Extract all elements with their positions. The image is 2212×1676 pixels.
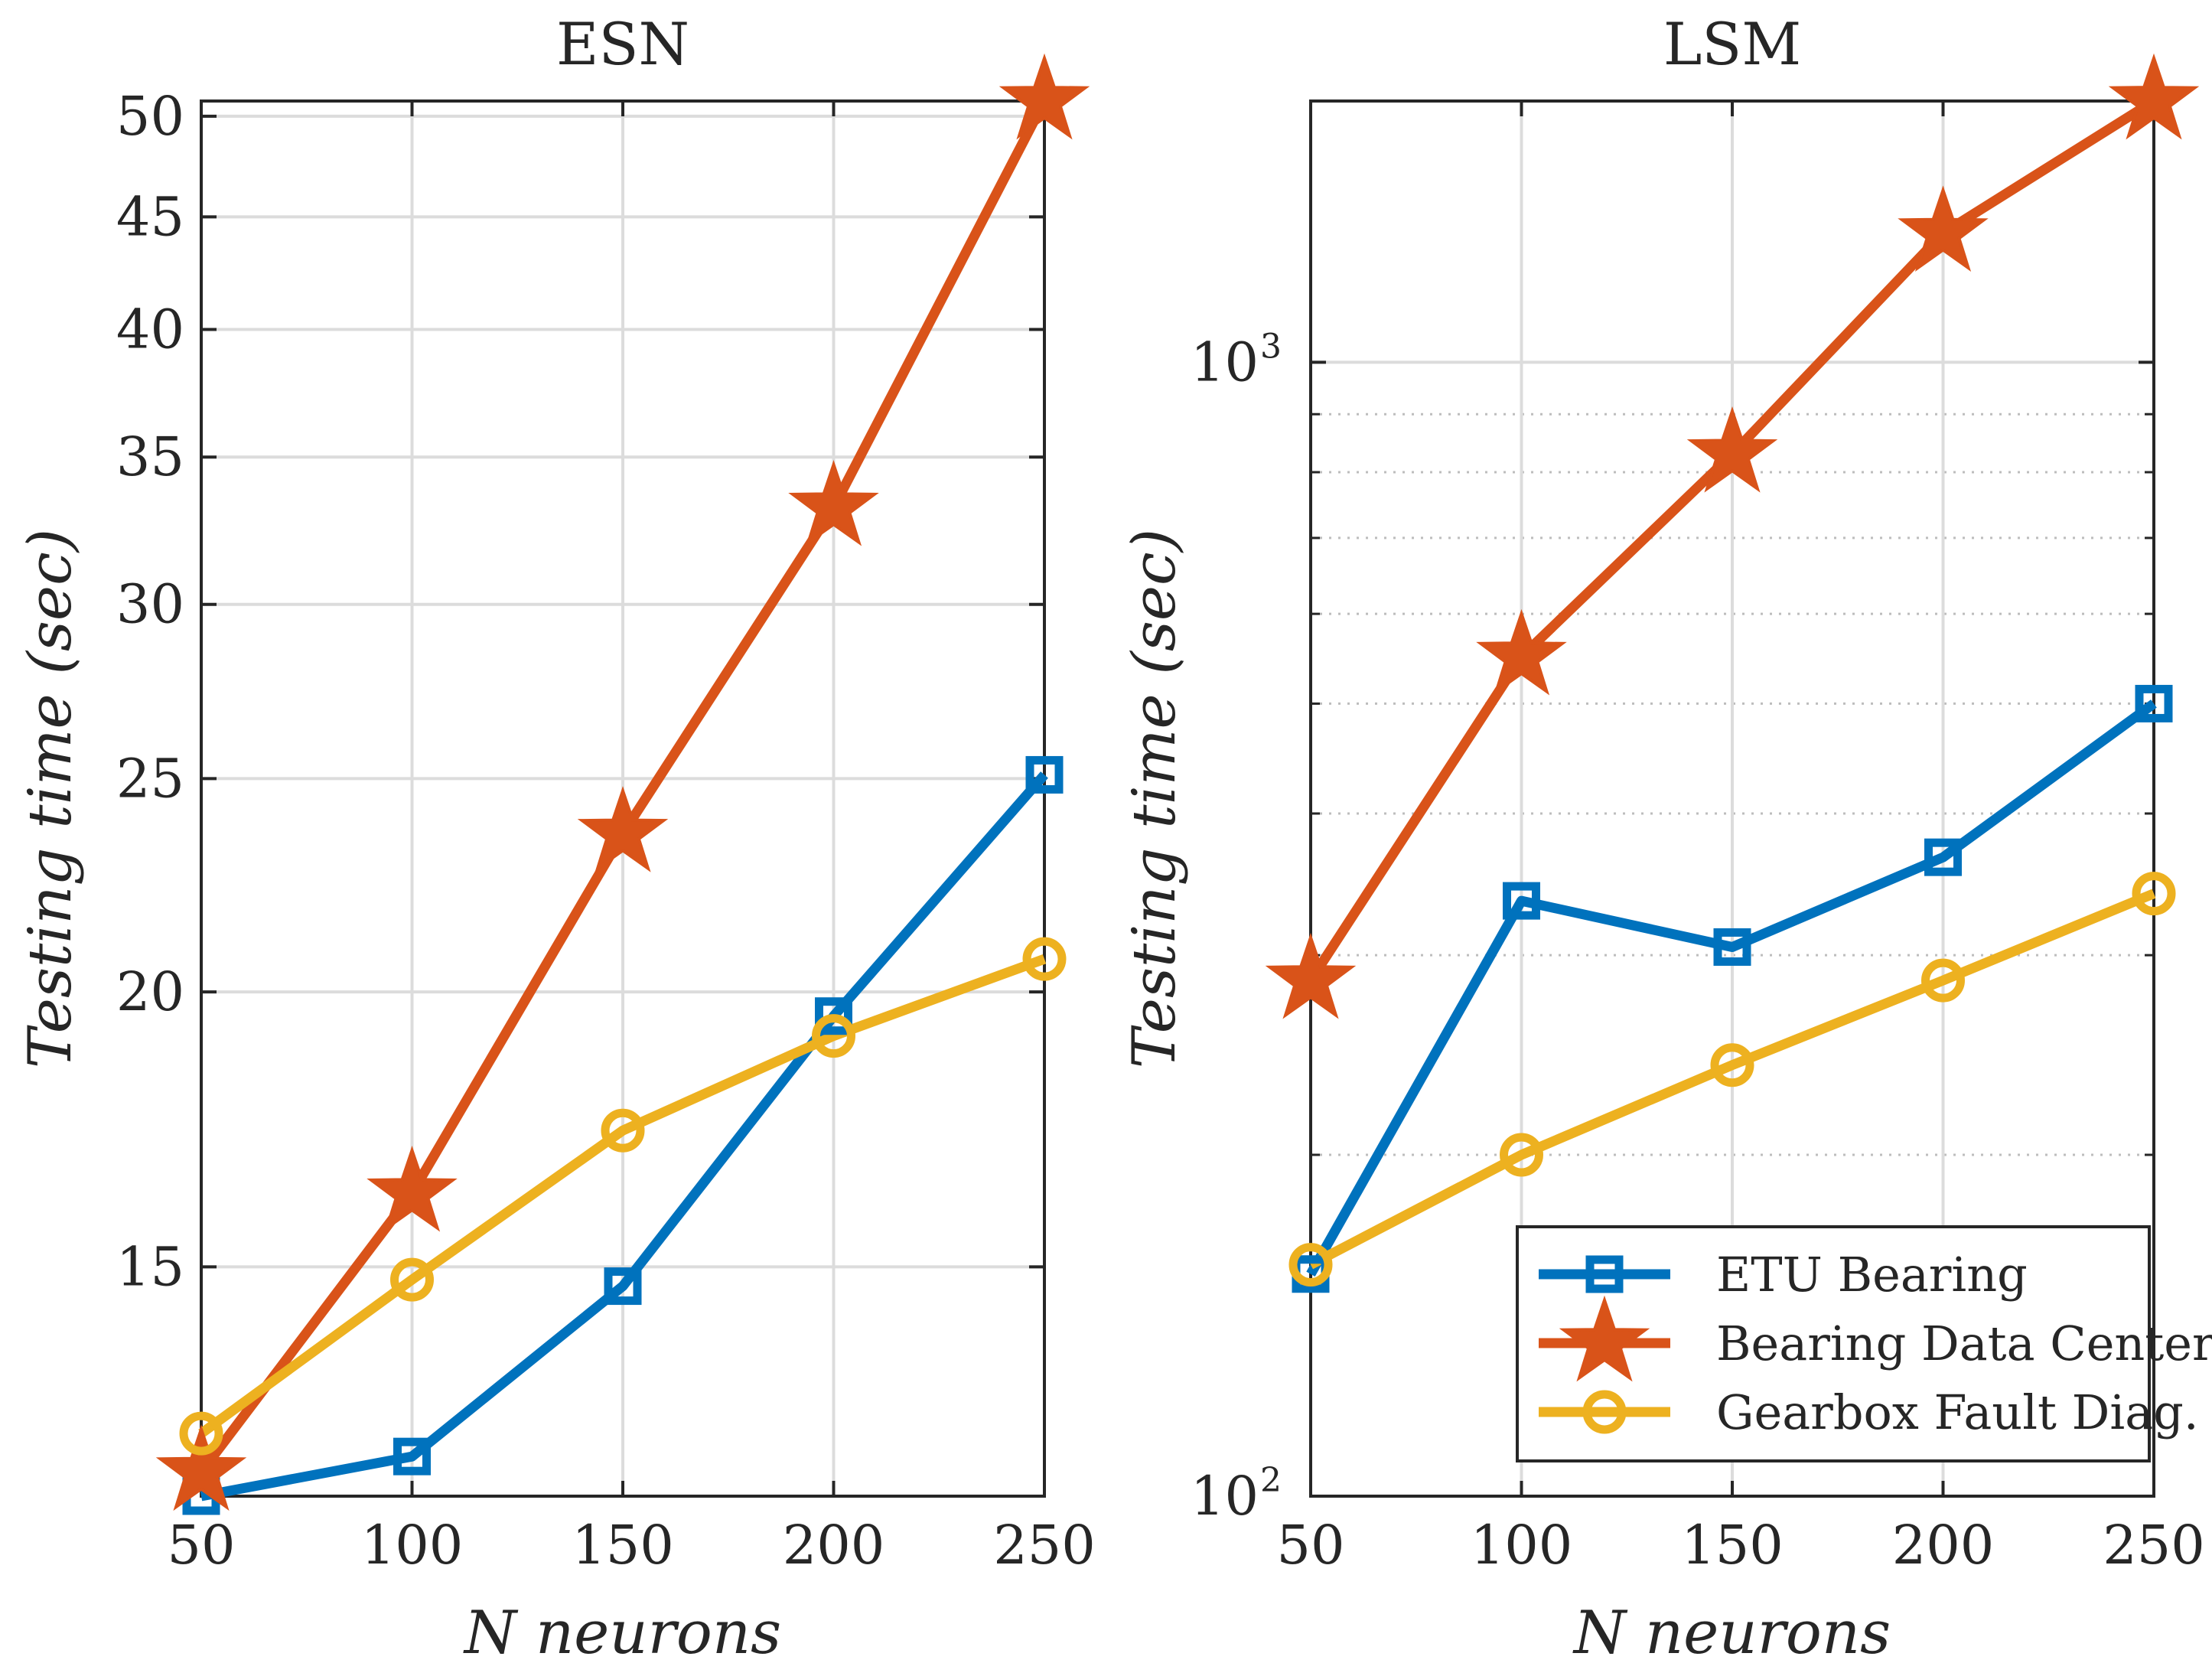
esn-point-etu-bearing bbox=[604, 1267, 642, 1306]
lsm-y-tick-label: 10 bbox=[1191, 331, 1259, 393]
lsm-y-tick-label: 10 bbox=[1191, 1465, 1259, 1528]
legend: ETU Bearing Bearing Data Center Gearbox Fa… bbox=[1516, 1225, 2212, 1462]
esn-point-etu-bearing bbox=[815, 997, 852, 1035]
esn-y-tick-label: 30 bbox=[116, 573, 184, 636]
esn-axes-box bbox=[200, 99, 1046, 1498]
esn-title: ESN bbox=[556, 10, 689, 78]
esn-point-etu-bearing bbox=[393, 1437, 431, 1475]
esn-y-tick-label: 50 bbox=[116, 85, 184, 148]
esn-x-tick-label: 100 bbox=[361, 1514, 464, 1577]
lsm-series-line-etu-bearing bbox=[1306, 699, 2157, 1277]
lsm-point-bearing-data-center bbox=[1476, 608, 1567, 696]
lsm-x-axis-label: N neurons bbox=[1572, 1599, 1891, 1668]
lsm-point-bearing-data-center bbox=[2108, 53, 2200, 140]
esn-point-gearbox-fault-diag bbox=[812, 1014, 855, 1058]
esn-point-etu-bearing bbox=[1025, 755, 1064, 794]
esn-y-tick-label: 40 bbox=[116, 298, 184, 360]
esn-point-bearing-data-center bbox=[366, 1145, 458, 1232]
esn-x-tick-label: 200 bbox=[783, 1514, 885, 1577]
legend-marker-gearbox-fault-diag bbox=[1582, 1390, 1627, 1434]
esn-y-tick-label: 20 bbox=[116, 960, 184, 1023]
lsm-point-etu-bearing bbox=[1924, 838, 1962, 876]
esn-point-bearing-data-center bbox=[998, 53, 1090, 140]
esn-x-tick-label: 250 bbox=[993, 1514, 1096, 1577]
lsm-point-bearing-data-center bbox=[1265, 932, 1357, 1019]
lsm-y-tick-exponent: 2 bbox=[1260, 1461, 1282, 1500]
lsm-point-gearbox-fault-diag bbox=[1500, 1133, 1543, 1177]
lsm-x-tick-label: 100 bbox=[1471, 1514, 1573, 1577]
lsm-point-gearbox-fault-diag bbox=[1710, 1043, 1754, 1087]
lsm-point-etu-bearing bbox=[2135, 684, 2173, 722]
lsm-point-bearing-data-center bbox=[1686, 406, 1778, 493]
esn-y-tick-label: 15 bbox=[116, 1235, 184, 1298]
esn-panel: 15 20 25 30 35 40 45 50 50 100 150 200 250 ESN N neuro… bbox=[16, 10, 1096, 1668]
legend-label-gearbox-fault-diag: Gearbox Fault Diag. bbox=[1716, 1384, 2199, 1440]
esn-series-line-gearbox-fault-diag bbox=[198, 954, 1047, 1438]
lsm-x-tick-label: 250 bbox=[2103, 1514, 2205, 1577]
lsm-y-tick-exponent: 3 bbox=[1260, 327, 1282, 366]
lsm-point-etu-bearing bbox=[1503, 882, 1540, 920]
lsm-x-tick-label: 150 bbox=[1681, 1514, 1784, 1577]
esn-point-bearing-data-center bbox=[577, 786, 669, 872]
lsm-point-gearbox-fault-diag bbox=[2132, 872, 2176, 916]
lsm-point-bearing-data-center bbox=[1898, 185, 1989, 272]
esn-series-line-etu-bearing bbox=[200, 771, 1048, 1502]
esn-point-gearbox-fault-diag bbox=[1022, 937, 1067, 981]
lsm-point-etu-bearing bbox=[1713, 928, 1751, 966]
lsm-point-gearbox-fault-diag bbox=[1921, 958, 1965, 1003]
lsm-x-tick-label: 200 bbox=[1892, 1514, 1995, 1577]
legend-label-etu-bearing: ETU Bearing bbox=[1716, 1247, 2028, 1303]
esn-x-tick-label: 150 bbox=[572, 1514, 674, 1577]
esn-y-axis-label: Testing time (sec) bbox=[16, 529, 85, 1068]
lsm-series-line-gearbox-fault-diag bbox=[1308, 889, 2156, 1270]
lsm-x-tick-label: 50 bbox=[1276, 1514, 1344, 1577]
legend-marker-etu-bearing bbox=[1585, 1255, 1624, 1293]
esn-x-tick-label: 50 bbox=[167, 1514, 235, 1577]
esn-x-axis-label: N neurons bbox=[463, 1599, 781, 1668]
legend-label-bearing-data-center: Bearing Data Center bbox=[1716, 1316, 2212, 1371]
lsm-title: LSM bbox=[1663, 10, 1801, 78]
esn-y-tick-label: 25 bbox=[116, 747, 184, 810]
esn-y-tick-label: 35 bbox=[116, 426, 184, 488]
lsm-axes-box bbox=[1309, 99, 2155, 1498]
legend-marker-bearing-data-center bbox=[1559, 1295, 1650, 1382]
esn-point-gearbox-fault-diag bbox=[179, 1411, 223, 1456]
lsm-point-gearbox-fault-diag bbox=[1288, 1243, 1333, 1287]
esn-point-gearbox-fault-diag bbox=[601, 1108, 645, 1153]
esn-point-bearing-data-center bbox=[155, 1424, 247, 1511]
esn-point-gearbox-fault-diag bbox=[390, 1257, 434, 1302]
esn-y-tick-label: 45 bbox=[116, 185, 184, 248]
esn-point-bearing-data-center bbox=[788, 459, 879, 546]
lsm-y-axis-label: Testing time (sec) bbox=[1120, 529, 1189, 1068]
